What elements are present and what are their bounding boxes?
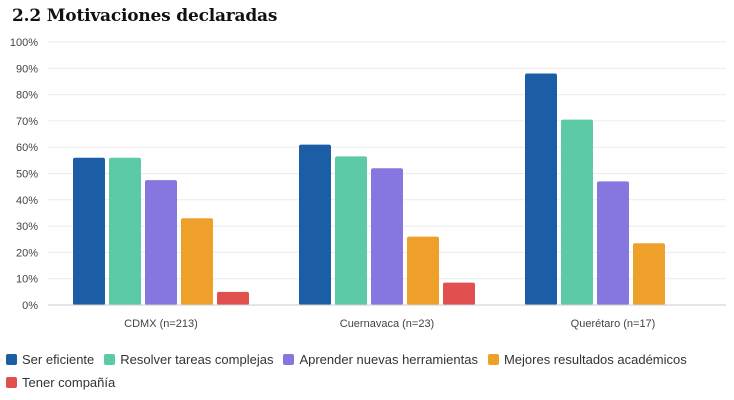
legend-swatch xyxy=(104,354,116,365)
bar[interactable] xyxy=(299,144,331,305)
legend: Ser eficiente Resolver tareas complejas Ap… xyxy=(6,352,726,390)
legend-swatch xyxy=(487,354,499,365)
legend-label: Mejores resultados académicos xyxy=(503,352,687,367)
legend-swatch xyxy=(6,377,17,388)
bar[interactable] xyxy=(217,291,249,305)
bar[interactable] xyxy=(335,156,367,305)
bar[interactable] xyxy=(73,157,105,305)
legend-item[interactable]: Tener compañía xyxy=(6,375,115,390)
legend-item[interactable]: Mejores resultados académicos xyxy=(487,352,687,367)
bar[interactable] xyxy=(561,119,593,306)
legend-label: Tener compañía xyxy=(22,375,116,390)
bar-chart: 0% 10% 20% 30% 40% 50% 60% 70% 80% 90% 100% CDMX (… xyxy=(10,37,726,330)
legend-item[interactable]: Ser eficiente xyxy=(6,352,94,367)
y-axis-ticks: 0% 10% 20% 30% 40% 50% 60% 70% 80% 90% 100% xyxy=(10,37,38,312)
y-tick-label: 70% xyxy=(16,116,38,128)
y-tick-label: 80% xyxy=(16,90,38,102)
y-tick-label: 50% xyxy=(16,169,38,181)
bar[interactable] xyxy=(525,73,557,305)
x-tick-label: Cuernavaca (n=23) xyxy=(340,318,434,330)
legend-swatch xyxy=(283,354,295,365)
bar[interactable] xyxy=(109,157,141,305)
y-tick-label: 20% xyxy=(16,247,38,259)
y-tick-label: 30% xyxy=(16,221,38,233)
legend-item[interactable]: Aprender nuevas herramientas xyxy=(283,352,478,367)
bars xyxy=(73,73,665,306)
bar[interactable] xyxy=(181,218,213,305)
bar[interactable] xyxy=(407,236,439,305)
legend-swatch xyxy=(6,354,17,365)
x-tick-label: CDMX (n=213) xyxy=(124,318,198,330)
bar[interactable] xyxy=(443,282,475,305)
x-axis-ticks: CDMX (n=213) Cuernavaca (n=23) Querétaro (… xyxy=(124,318,655,330)
y-tick-label: 90% xyxy=(16,63,38,75)
y-tick-label: 40% xyxy=(16,195,38,207)
y-tick-label: 10% xyxy=(16,274,38,286)
chart-title: 2.2 Motivaciones declaradas xyxy=(12,6,278,26)
legend-item[interactable]: Resolver tareas complejas xyxy=(104,352,273,367)
y-tick-label: 100% xyxy=(10,37,38,49)
legend-label: Aprender nuevas herramientas xyxy=(299,352,478,367)
y-tick-label: 60% xyxy=(16,142,38,154)
bar[interactable] xyxy=(145,180,177,305)
y-tick-label: 0% xyxy=(22,300,38,312)
bar[interactable] xyxy=(633,243,665,305)
x-tick-label: Querétaro (n=17) xyxy=(571,318,656,330)
bar[interactable] xyxy=(371,168,403,305)
legend-label: Resolver tareas complejas xyxy=(120,352,274,367)
bar[interactable] xyxy=(597,181,629,305)
legend-label: Ser eficiente xyxy=(22,352,95,367)
